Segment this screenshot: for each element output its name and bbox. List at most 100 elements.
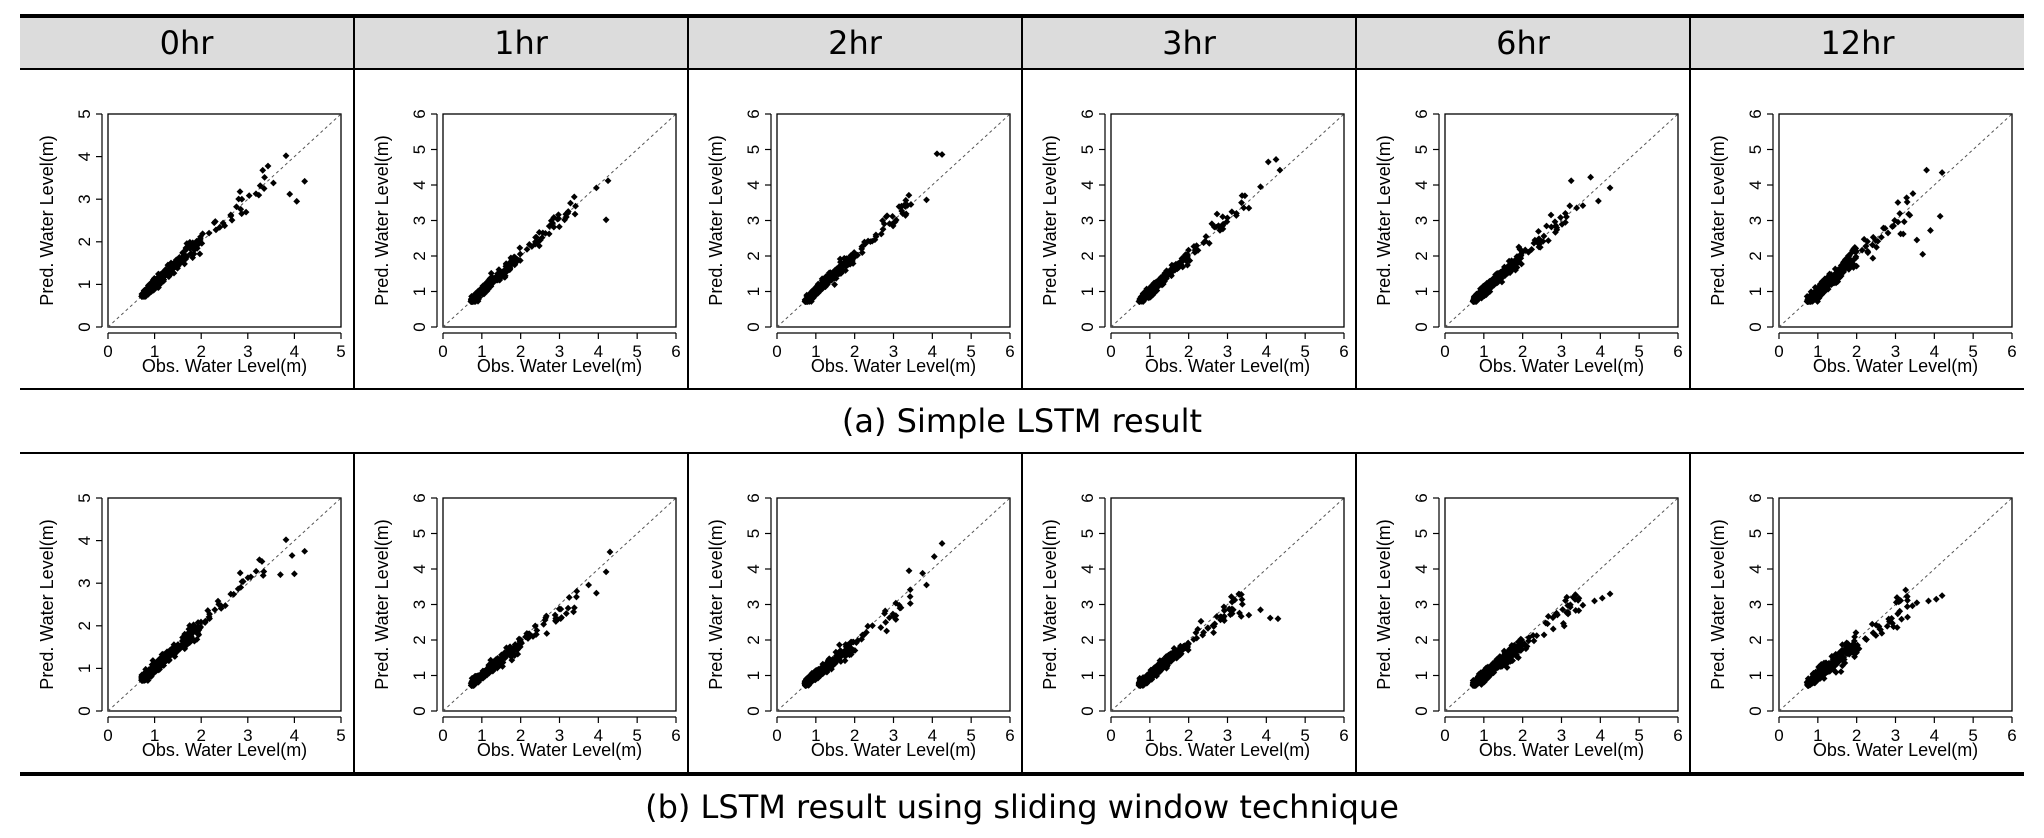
data-point [1553, 609, 1560, 617]
data-point [877, 624, 885, 631]
data-point [824, 656, 832, 664]
data-point [221, 602, 229, 609]
data-point [1245, 204, 1253, 212]
points [1803, 586, 1946, 689]
data-point [142, 665, 150, 673]
x-axis-label: Obs. Water Level(m) [477, 356, 642, 376]
x-tick-label: 1 [1813, 342, 1822, 361]
data-point [1495, 270, 1503, 277]
scatter-plot-b-6hr: 0 1 2 3 4 5 6 0 1 2 3 4 5 6 Obs. Water Level(m) Pred. W… [1374, 493, 1683, 760]
data-point [834, 265, 842, 273]
x-tick-label: 1 [1479, 342, 1488, 361]
data-point [215, 600, 223, 608]
y-tick-label: 3 [1746, 600, 1765, 609]
data-point [549, 219, 556, 227]
data-point [938, 540, 946, 547]
data-point [883, 627, 891, 635]
data-point [555, 211, 562, 219]
data-point [1905, 210, 1913, 218]
data-point [881, 607, 889, 615]
y-axis-label: Pred. Water Level(m) [372, 519, 392, 689]
scatter-plot-a-6hr: 0 1 2 3 4 5 6 0 1 2 3 4 5 6 Obs. Water Level(m) Pred. W… [1374, 109, 1683, 376]
y-axis-label: Pred. Water Level(m) [1040, 135, 1060, 305]
data-point [259, 166, 267, 174]
data-point [905, 567, 913, 575]
y-tick-label: 2 [1078, 635, 1097, 644]
data-point [1197, 617, 1205, 625]
data-point [1903, 593, 1911, 601]
data-point [864, 622, 872, 630]
data-point [898, 207, 906, 215]
y-tick-label: 5 [744, 529, 763, 538]
y-tick-label: 4 [744, 180, 763, 189]
data-point [506, 261, 514, 268]
x-tick-label: 5 [1968, 342, 1977, 361]
x-tick-label: 4 [290, 342, 299, 361]
data-point [1858, 246, 1866, 254]
y-tick-label: 1 [1746, 671, 1765, 680]
data-point [190, 621, 197, 629]
y-tick-label: 3 [75, 194, 94, 203]
data-point [1257, 183, 1264, 191]
x-axis-label: Obs. Water Level(m) [811, 740, 976, 760]
y-tick-label: 2 [744, 635, 763, 644]
data-point [507, 254, 515, 262]
y-tick-label: 2 [1412, 635, 1431, 644]
y-tick-label: 5 [1412, 145, 1431, 154]
data-point [1885, 615, 1893, 623]
data-point [906, 586, 914, 594]
x-tick-label: 5 [336, 726, 345, 745]
y-axis-label: Pred. Water Level(m) [1708, 135, 1728, 305]
x-tick-label: 1 [1145, 726, 1154, 745]
data-point [150, 665, 157, 673]
y-tick-label: 3 [410, 600, 429, 609]
data-point [1847, 257, 1855, 265]
data-point [1276, 166, 1284, 174]
scatter-plot-b-12hr: 0 1 2 3 4 5 6 0 1 2 3 4 5 6 Obs. Water Level(m) Pred. W… [1708, 493, 2017, 760]
x-tick-label: 6 [1005, 726, 1014, 745]
x-tick-label: 1 [477, 726, 486, 745]
simple-lstm-row: 0 1 2 3 4 5 0 1 2 3 4 5 Obs. Water Level(m) Pred. Wat… [20, 68, 2024, 390]
data-point [1515, 243, 1523, 251]
data-point [827, 273, 835, 281]
data-point [1477, 675, 1485, 683]
x-tick-label: 4 [1930, 342, 1939, 361]
x-axis-label: Obs. Water Level(m) [1479, 356, 1644, 376]
data-point [882, 618, 890, 626]
y-axis-label: Pred. Water Level(m) [372, 135, 392, 305]
data-point [1863, 636, 1870, 643]
y-tick-label: 0 [1078, 322, 1097, 331]
data-point [831, 281, 838, 288]
data-point [1903, 603, 1911, 610]
y-tick-label: 6 [1746, 109, 1765, 118]
y-tick-label: 1 [410, 287, 429, 296]
data-point [1517, 639, 1525, 647]
data-point [286, 190, 294, 198]
data-point [288, 552, 296, 559]
y-tick-label: 5 [410, 145, 429, 154]
plot-frame [442, 497, 677, 712]
data-point [180, 644, 188, 652]
cell-b-6hr: 0 1 2 3 4 5 6 0 1 2 3 4 5 6 Obs. Water Level(m) Pred. W… [1355, 452, 1690, 776]
data-point [146, 671, 153, 679]
x-tick-label: 0 [772, 726, 781, 745]
data-point [804, 674, 811, 682]
data-point [205, 229, 213, 237]
data-point [1549, 614, 1557, 622]
data-point [592, 589, 600, 597]
data-point [846, 644, 854, 652]
data-point [547, 217, 555, 225]
x-tick-label: 0 [103, 726, 112, 745]
data-point [504, 264, 512, 272]
data-point [516, 250, 524, 258]
data-point [539, 229, 547, 237]
data-point [1606, 184, 1614, 192]
data-point [1171, 654, 1178, 662]
data-point [183, 240, 191, 247]
data-point [138, 676, 146, 684]
x-tick-label: 4 [1262, 342, 1271, 361]
data-point [1571, 591, 1579, 599]
data-point [564, 208, 572, 215]
data-point [155, 661, 163, 669]
data-point [1559, 620, 1567, 627]
